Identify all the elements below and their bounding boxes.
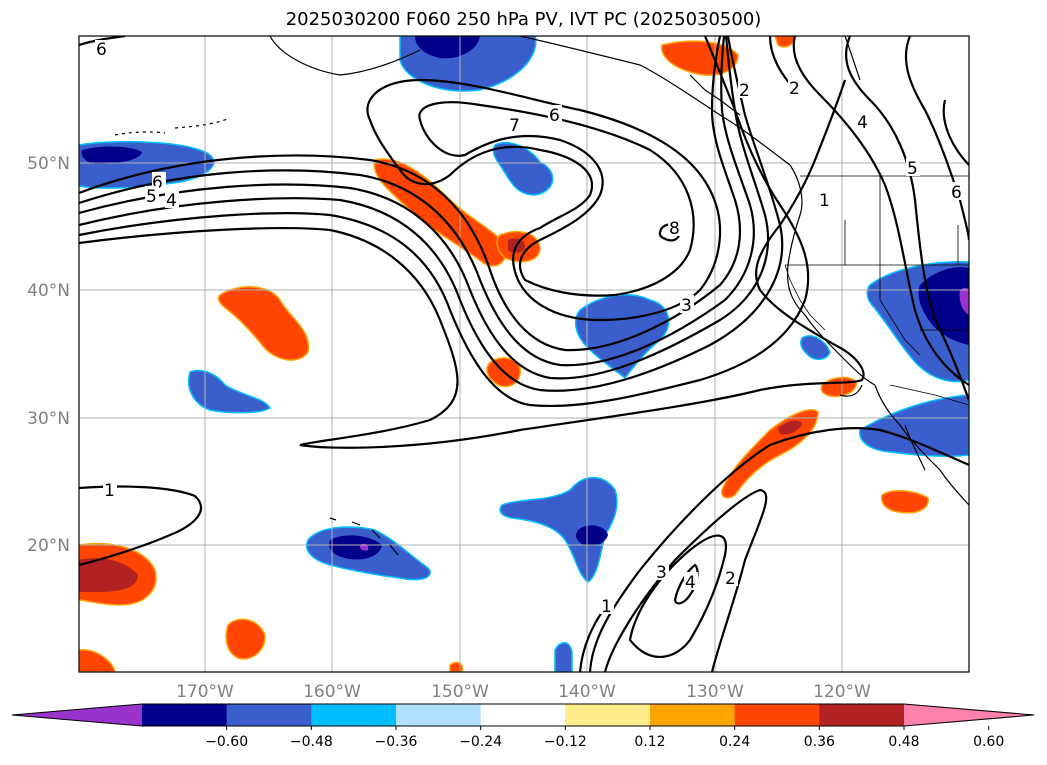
fill-core-california [918, 267, 969, 345]
longitude-labels: 170°W 160°W 150°W 140°W 130°W 120°W [176, 682, 871, 702]
fill-negative-west [188, 369, 271, 414]
colorbar-segment [226, 704, 312, 726]
contour-8-closed [658, 223, 681, 242]
colorbar-tick-label: −0.12 [544, 734, 587, 750]
contour-label: 5 [146, 187, 157, 207]
colorbar-segment [396, 704, 482, 726]
contour-label: 1 [104, 481, 115, 501]
contour-label: 6 [951, 183, 962, 203]
colorbar-tick-label: 0.48 [888, 734, 919, 750]
contour-east-d [792, 36, 969, 386]
contour-se-5 [578, 611, 603, 672]
contour-label-group: 6 6 5 4 7 6 8 3 2 2 4 5 6 1 [95, 40, 964, 617]
lon-label: 150°W [431, 682, 489, 702]
map-frame [78, 35, 970, 673]
fill-core-se-streak [778, 420, 802, 435]
contour-1-west [79, 485, 202, 567]
colorbar-segment [480, 704, 566, 726]
lat-label: 40°N [27, 281, 70, 301]
lon-label: 120°W [813, 682, 871, 702]
contour-label: 5 [907, 159, 918, 179]
colorbar-tick-label: −0.48 [290, 734, 333, 750]
contour-label: 1 [819, 191, 830, 211]
contour-7-closed [418, 101, 695, 297]
fill-core-california-purple [959, 287, 969, 315]
contour-se-1 [588, 427, 969, 672]
contour-label: 6 [152, 173, 163, 193]
latitude-labels: 50°N 40°N 30°N 20°N [27, 154, 70, 556]
fill-positive-south-small [225, 618, 266, 660]
colorbar-tick-label: −0.36 [375, 734, 418, 750]
colorbar-tick-label: 0.24 [719, 734, 750, 750]
contour-label: 4 [857, 113, 868, 133]
contour-3 [79, 36, 784, 392]
contour-east-c [942, 99, 969, 166]
colorbar-segment [565, 704, 651, 726]
contour-label: 2 [725, 569, 736, 589]
fill-negative-midnorth [492, 141, 554, 196]
contour-label: 8 [669, 219, 680, 239]
contour-label: 2 [789, 79, 800, 99]
colorbar-segment [734, 704, 820, 726]
lon-label: 170°W [176, 682, 234, 702]
contour-label: 1 [601, 597, 612, 617]
contour-label: 2 [739, 81, 750, 101]
contour-1-main [79, 79, 865, 449]
colorbar-tick-label: 0.60 [973, 734, 1004, 750]
colorbar-tick-label: −0.60 [205, 734, 248, 750]
colorbar: −0.60 −0.48 −0.36 −0.24 −0.12 0.12 0.24 0.36 0.4… [11, 703, 1035, 750]
contour-label: 7 [509, 116, 520, 136]
contour-label: 6 [96, 40, 107, 60]
colorbar-segment [650, 704, 736, 726]
colorbar-segment [142, 704, 228, 726]
lon-label: 140°W [558, 682, 616, 702]
contour-se-3 [628, 534, 728, 658]
fill-negative-bottom [554, 642, 573, 672]
fill-core-goa [415, 36, 480, 59]
colorbar-outline [11, 703, 1035, 727]
fill-core-sw [79, 558, 138, 592]
contour-label: 6 [549, 106, 560, 126]
fill-positive-bottom [449, 661, 464, 672]
contour-label: 3 [681, 296, 692, 316]
fill-positive-se-small [880, 490, 929, 514]
contour-label: 3 [656, 563, 667, 583]
colorbar-segment [819, 704, 905, 726]
lon-label: 130°W [686, 682, 744, 702]
fill-core-south [576, 525, 608, 546]
fill-positive-bottomleft [79, 649, 116, 672]
political-borders [784, 175, 969, 406]
contour-label: 4 [166, 191, 177, 211]
lat-label: 30°N [27, 409, 70, 429]
fill-negative-coast-small [800, 335, 831, 360]
contour-6 [79, 36, 742, 352]
contour-se-2 [603, 488, 768, 672]
colorbar-tick-label: −0.24 [459, 734, 502, 750]
lat-label: 20°N [27, 536, 70, 556]
lat-label: 50°N [27, 154, 70, 174]
colorbar-segment [311, 704, 397, 726]
contour-5 [79, 36, 755, 367]
lon-label: 160°W [303, 682, 361, 702]
fill-core-aleutian [81, 146, 142, 164]
colorbar-tick-label: 0.12 [634, 734, 665, 750]
colorbar-tick-label: 0.36 [804, 734, 835, 750]
colorbar-extend-low [12, 704, 142, 726]
contour-2 [79, 36, 810, 408]
pv-contours [79, 36, 969, 672]
map-background [79, 36, 969, 672]
fill-negative-south [499, 476, 618, 583]
fill-positive-west [217, 286, 310, 361]
contour-east-a [845, 36, 969, 401]
figure-title: 2025030200 F060 250 hPa PV, IVT PC (2025… [285, 9, 762, 30]
contour-east-b [904, 36, 969, 241]
fill-core-hawaii [329, 535, 382, 560]
contour-4 [79, 36, 770, 380]
fill-core-hawaii-purple [359, 543, 369, 551]
colorbar-extend-high [904, 704, 1034, 726]
contour-label: 4 [685, 573, 696, 593]
contour-6-closed [366, 78, 722, 322]
